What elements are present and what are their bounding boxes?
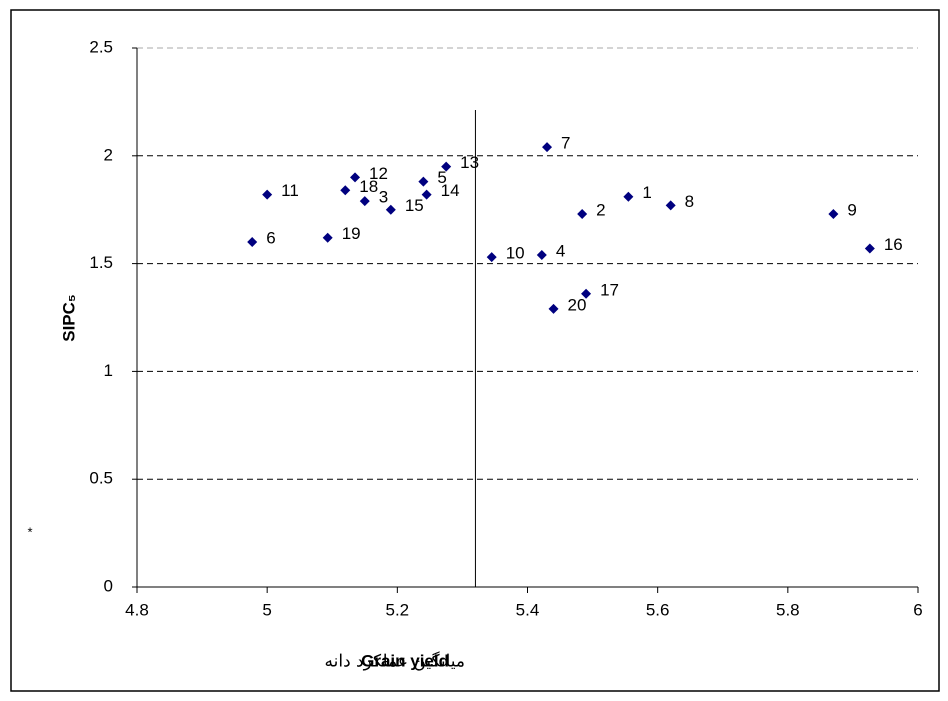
point-label: 19 — [342, 224, 361, 243]
y-tick-label: 0.5 — [89, 469, 113, 488]
y-tick-label: 1.5 — [89, 253, 113, 272]
point-label: 6 — [266, 229, 275, 248]
point — [418, 176, 429, 187]
point — [350, 172, 361, 183]
point — [665, 200, 676, 211]
x-axis-title-alt: میانگین عملکرد دانه — [325, 651, 466, 672]
x-tick-label: 5.8 — [776, 600, 800, 619]
point-label: 14 — [441, 181, 460, 200]
point-label: 15 — [405, 196, 424, 215]
frame — [10, 9, 940, 692]
point-label: 5 — [437, 168, 446, 187]
point — [542, 142, 553, 153]
x-tick-label: 5.6 — [646, 600, 670, 619]
point — [247, 237, 258, 248]
point-label: 12 — [369, 164, 388, 183]
point — [262, 189, 273, 200]
point-label: 11 — [281, 181, 299, 200]
x-tick-label: 5.2 — [386, 600, 410, 619]
point-label: 13 — [460, 153, 479, 172]
x-tick-label: 5 — [262, 600, 271, 619]
point — [536, 249, 547, 260]
y-tick-label: 2.5 — [89, 37, 113, 56]
point-label: 9 — [847, 200, 856, 219]
point — [441, 161, 452, 172]
point — [322, 232, 333, 243]
note: * — [27, 524, 32, 539]
y-tick-label: 0 — [104, 576, 113, 595]
point — [548, 303, 559, 314]
x-tick-label: 5.4 — [516, 600, 540, 619]
point-label: 8 — [685, 192, 694, 211]
point — [623, 191, 634, 202]
point-label: 10 — [506, 244, 525, 263]
point-label: 18 — [359, 177, 378, 196]
x-tick-label: 4.8 — [125, 600, 149, 619]
point-label: 20 — [568, 295, 587, 314]
point-label: 16 — [884, 235, 903, 254]
y-tick-label: 1 — [104, 361, 113, 380]
point-label: 17 — [600, 280, 619, 299]
point-label: 1 — [642, 183, 651, 202]
point — [486, 252, 497, 263]
point — [864, 243, 875, 254]
y-axis-title: SIPC₅ — [59, 294, 78, 341]
point — [359, 196, 370, 207]
point-label: 2 — [596, 200, 605, 219]
point — [828, 209, 839, 220]
point — [577, 209, 588, 220]
point — [421, 189, 432, 200]
x-tick-label: 6 — [913, 600, 922, 619]
y-tick-label: 2 — [104, 145, 113, 164]
point — [581, 288, 592, 299]
x-axis-title: Grain yield — [361, 651, 449, 670]
point — [385, 204, 396, 215]
point-label: 7 — [561, 134, 570, 153]
point — [340, 185, 351, 196]
point-label: 4 — [556, 241, 565, 260]
point-label: 3 — [379, 188, 388, 207]
